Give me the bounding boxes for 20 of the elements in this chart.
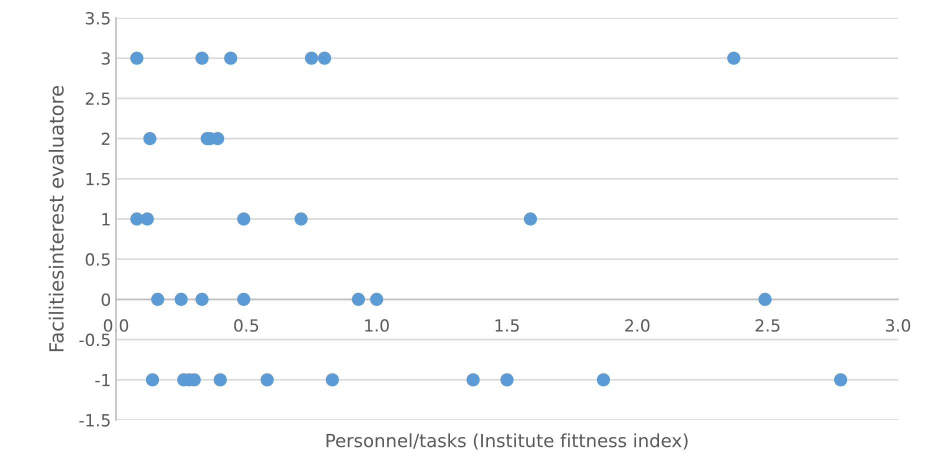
- y-tick-label: -1: [95, 374, 110, 386]
- y-tick-label: 2: [102, 132, 110, 145]
- y-tick-label: 2.5: [86, 92, 110, 105]
- x-tick-label: 3.0: [886, 319, 910, 332]
- y-tick-label: 1.5: [86, 172, 110, 186]
- x-tick-label: 2.0: [625, 319, 650, 332]
- y-tick-label: 0.5: [86, 253, 110, 266]
- x-tick-label: 1.5: [496, 319, 519, 332]
- y-tick-label: -0.5: [79, 334, 110, 346]
- y-tick-label: 3: [102, 52, 110, 65]
- y-tick-label: 3.5: [86, 12, 110, 25]
- x-tick-label: 2.5: [756, 319, 780, 332]
- y-tick-label: -1.5: [79, 414, 110, 427]
- x-tick-label: 0.0: [104, 319, 128, 332]
- x-tick-label: 1.0: [365, 319, 389, 332]
- y-tick-label: 1: [102, 213, 110, 226]
- y-axis-title: Facilitiesinterest evaluatore: [48, 86, 64, 352]
- y-tick-label: 0: [102, 293, 110, 306]
- x-tick-label: 0.5: [234, 319, 258, 332]
- x-axis-title: Personnel/tasks (Institute fittness index): [326, 433, 688, 450]
